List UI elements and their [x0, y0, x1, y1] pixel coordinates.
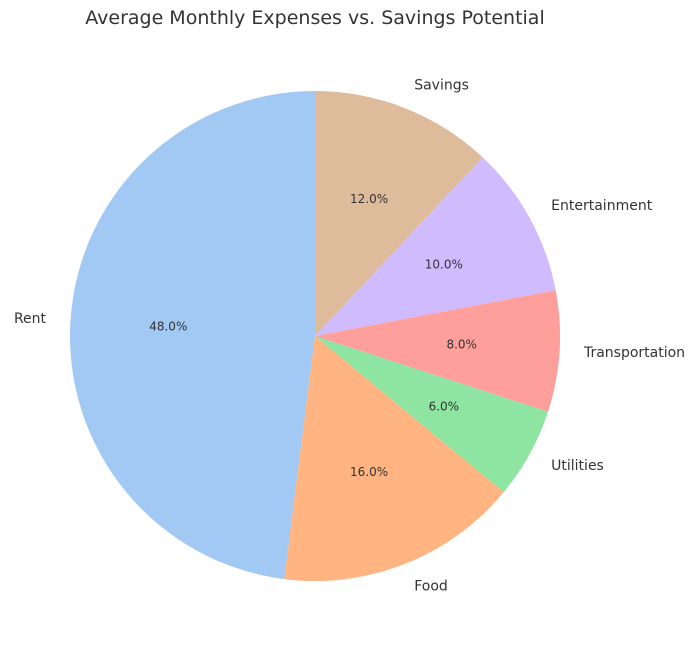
pie-slice-entertainment: [315, 157, 556, 336]
percent-label-food: 16.0%: [350, 465, 388, 479]
percent-label-rent: 48.0%: [149, 319, 187, 333]
percent-label-entertainment: 10.0%: [425, 258, 463, 272]
percent-labels: 48.0% 16.0% 6.0% 8.0% 10.0% 12.0%: [149, 192, 477, 479]
pie-slice-transportation: [315, 290, 560, 412]
percent-label-savings: 12.0%: [350, 192, 388, 206]
slice-label-transportation: Transportation: [583, 345, 685, 361]
slice-label-utilities: Utilities: [551, 458, 604, 474]
slice-label-food: Food: [414, 579, 448, 595]
chart-title: Average Monthly Expenses vs. Savings Pot…: [85, 7, 544, 29]
slice-labels: Rent Food Utilities Transportation Entertain…: [14, 77, 685, 594]
pie-slices: [69, 91, 560, 581]
slice-label-rent: Rent: [14, 311, 47, 327]
percent-label-utilities: 6.0%: [429, 399, 460, 413]
pie-slice-savings: [315, 91, 483, 336]
pie-slice-rent: [69, 91, 316, 580]
pie-slice-utilities: [315, 336, 549, 493]
percent-label-transportation: 8.0%: [446, 338, 477, 352]
pie-slice-food: [284, 336, 504, 581]
slice-label-entertainment: Entertainment: [551, 198, 653, 214]
slice-label-savings: Savings: [414, 77, 469, 93]
